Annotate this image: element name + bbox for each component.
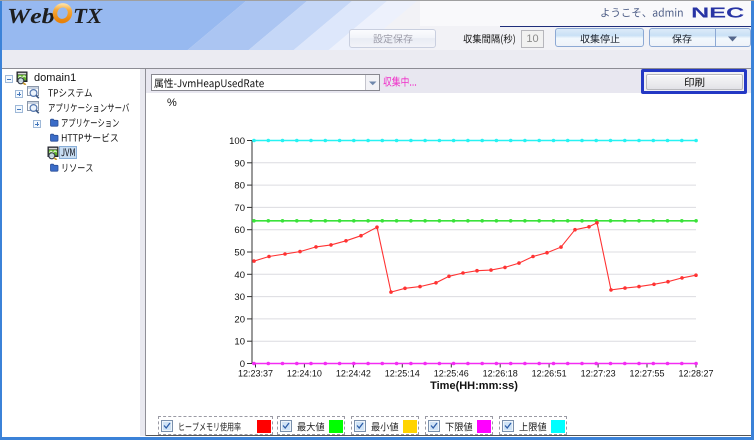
svg-text:70: 70	[234, 203, 245, 214]
svg-text:40: 40	[234, 270, 245, 281]
svg-text:12:26:51: 12:26:51	[532, 369, 567, 379]
svg-text:12:25:14: 12:25:14	[385, 369, 420, 379]
svg-text:50: 50	[234, 248, 245, 259]
svg-text:0: 0	[240, 359, 245, 370]
svg-text:20: 20	[234, 314, 245, 325]
svg-text:12:25:46: 12:25:46	[434, 369, 469, 379]
svg-text:90: 90	[234, 158, 245, 169]
svg-text:80: 80	[234, 181, 245, 192]
svg-text:12:24:10: 12:24:10	[287, 369, 322, 379]
svg-text:12:27:55: 12:27:55	[629, 369, 664, 379]
svg-text:12:27:23: 12:27:23	[581, 369, 616, 379]
svg-text:12:28:27: 12:28:27	[678, 369, 713, 379]
svg-text:%: %	[167, 97, 177, 109]
svg-text:100: 100	[229, 136, 245, 147]
svg-text:30: 30	[234, 292, 245, 303]
svg-text:60: 60	[234, 225, 245, 236]
svg-text:12:23:37: 12:23:37	[238, 369, 273, 379]
svg-text:10: 10	[234, 337, 245, 348]
svg-text:12:24:42: 12:24:42	[336, 369, 371, 379]
svg-text:Time(HH:mm:ss): Time(HH:mm:ss)	[430, 380, 518, 392]
svg-text:12:26:18: 12:26:18	[483, 369, 518, 379]
